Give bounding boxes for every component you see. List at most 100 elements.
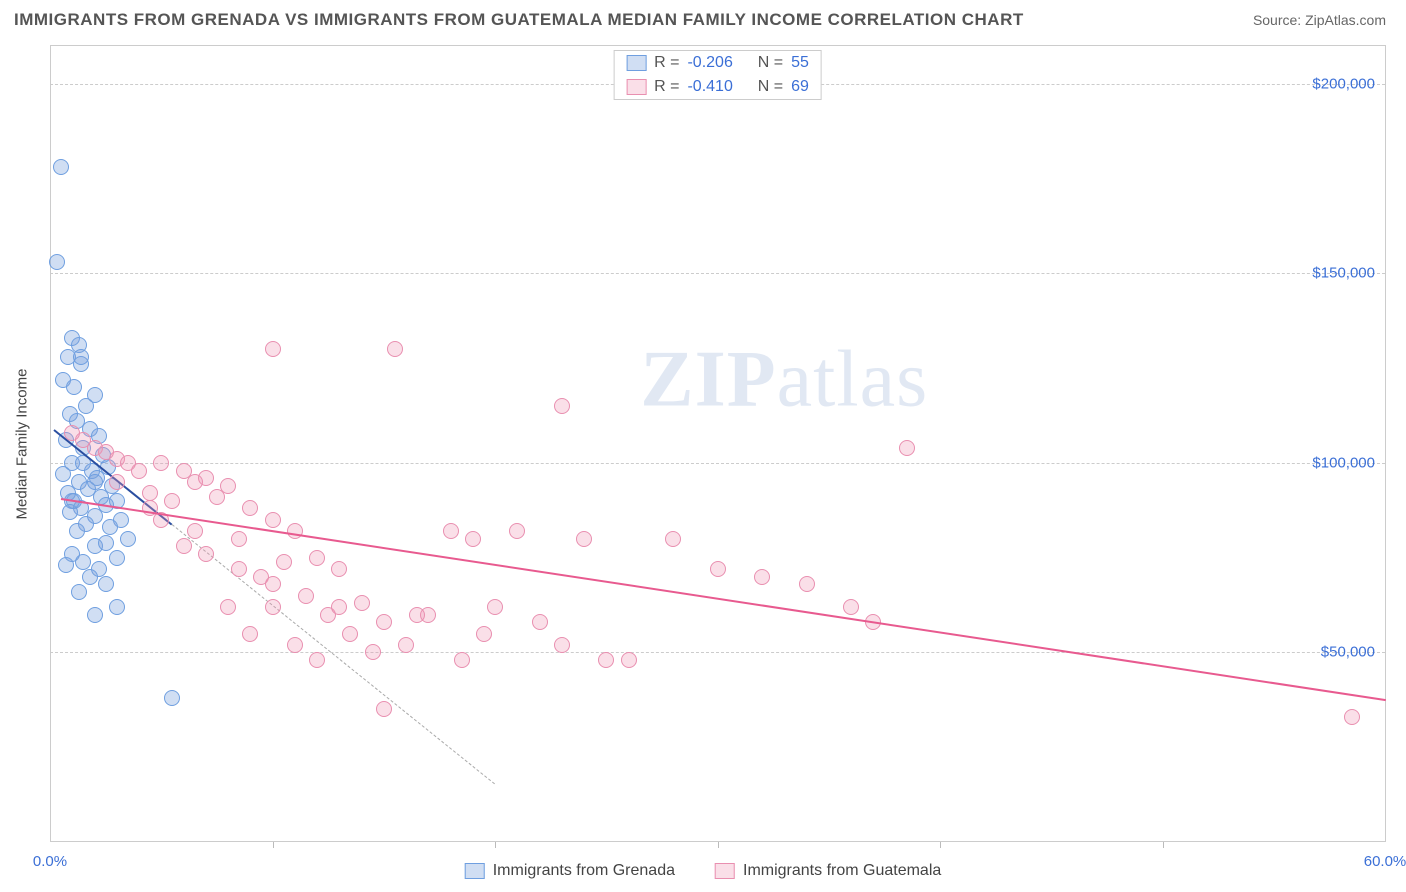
scatter-point-guatemala [354,595,370,611]
scatter-point-guatemala [509,523,525,539]
chart-legend: Immigrants from Grenada Immigrants from G… [465,862,942,880]
scatter-point-grenada [98,535,114,551]
scatter-point-guatemala [598,652,614,668]
gridline-horizontal [50,463,1385,464]
scatter-point-guatemala [899,440,915,456]
chart-area: Median Family Income $50,000$100,000$150… [50,45,1386,842]
x-tick [718,842,719,848]
scatter-point-guatemala [476,626,492,642]
x-tick-label: 60.0% [1364,853,1406,870]
scatter-point-guatemala [398,637,414,653]
scatter-point-grenada [98,576,114,592]
scatter-point-guatemala [265,599,281,615]
scatter-point-grenada [75,554,91,570]
x-tick [495,842,496,848]
x-tick [1163,842,1164,848]
scatter-point-guatemala [376,701,392,717]
stat-swatch [626,55,646,71]
scatter-point-guatemala [242,500,258,516]
source-attribution: Source: ZipAtlas.com [1253,12,1386,28]
scatter-point-grenada [120,531,136,547]
scatter-point-guatemala [576,531,592,547]
scatter-point-guatemala [454,652,470,668]
legend-item-guatemala: Immigrants from Guatemala [715,862,941,880]
y-tick-label: $200,000 [1312,75,1375,92]
stat-r-value: -0.206 [687,54,732,72]
legend-swatch [715,863,735,879]
y-axis-label: Median Family Income [14,369,31,520]
x-tick-label: 0.0% [33,853,67,870]
scatter-point-guatemala [209,489,225,505]
trend-line [61,498,1386,701]
scatter-point-guatemala [409,607,425,623]
scatter-point-grenada [53,159,69,175]
scatter-point-guatemala [331,599,347,615]
scatter-point-guatemala [142,485,158,501]
scatter-point-grenada [102,519,118,535]
scatter-point-grenada [82,569,98,585]
stat-row-grenada: R =-0.206 N =55 [614,51,821,75]
scatter-point-grenada [58,557,74,573]
stat-n-label: N = [758,54,783,72]
scatter-point-grenada [69,523,85,539]
scatter-point-grenada [164,690,180,706]
scatter-point-grenada [55,466,71,482]
stat-r-label: R = [654,78,679,96]
gridline-horizontal [50,652,1385,653]
scatter-point-guatemala [342,626,358,642]
scatter-point-guatemala [710,561,726,577]
scatter-point-guatemala [754,569,770,585]
scatter-point-guatemala [465,531,481,547]
scatter-point-guatemala [309,652,325,668]
scatter-point-guatemala [287,523,303,539]
stat-swatch [626,79,646,95]
scatter-point-guatemala [231,531,247,547]
scatter-point-grenada [66,379,82,395]
legend-item-grenada: Immigrants from Grenada [465,862,675,880]
stat-row-guatemala: R =-0.410 N =69 [614,75,821,99]
scatter-point-grenada [109,550,125,566]
correlation-stats-box: R =-0.206 N =55R =-0.410 N =69 [613,50,822,100]
scatter-point-guatemala [242,626,258,642]
scatter-point-guatemala [287,637,303,653]
scatter-point-guatemala [554,398,570,414]
scatter-point-guatemala [276,554,292,570]
legend-label: Immigrants from Grenada [493,862,675,880]
chart-title: IMMIGRANTS FROM GRENADA VS IMMIGRANTS FR… [14,10,1024,30]
scatter-point-guatemala [1344,709,1360,725]
scatter-point-guatemala [621,652,637,668]
stat-n-value: 69 [791,78,809,96]
x-tick [273,842,274,848]
stat-r-value: -0.410 [687,78,732,96]
stat-n-value: 55 [791,54,809,72]
scatter-point-grenada [71,584,87,600]
plot-area: $50,000$100,000$150,000$200,0000.0%60.0% [50,46,1385,842]
scatter-point-grenada [73,349,89,365]
legend-swatch [465,863,485,879]
scatter-point-grenada [87,607,103,623]
scatter-point-guatemala [187,523,203,539]
scatter-point-guatemala [164,493,180,509]
scatter-point-guatemala [298,588,314,604]
scatter-point-grenada [87,474,103,490]
scatter-point-guatemala [131,463,147,479]
scatter-point-grenada [109,599,125,615]
scatter-point-guatemala [220,599,236,615]
y-tick-label: $100,000 [1312,454,1375,471]
scatter-point-guatemala [198,546,214,562]
scatter-point-grenada [49,254,65,270]
y-tick-label: $50,000 [1321,644,1375,661]
scatter-point-guatemala [443,523,459,539]
scatter-point-guatemala [365,644,381,660]
scatter-point-guatemala [665,531,681,547]
scatter-point-guatemala [843,599,859,615]
scatter-point-grenada [78,398,94,414]
scatter-point-guatemala [799,576,815,592]
scatter-point-guatemala [331,561,347,577]
scatter-point-guatemala [109,474,125,490]
scatter-point-guatemala [231,561,247,577]
scatter-point-guatemala [487,599,503,615]
scatter-point-guatemala [387,341,403,357]
scatter-point-guatemala [376,614,392,630]
scatter-point-guatemala [265,512,281,528]
